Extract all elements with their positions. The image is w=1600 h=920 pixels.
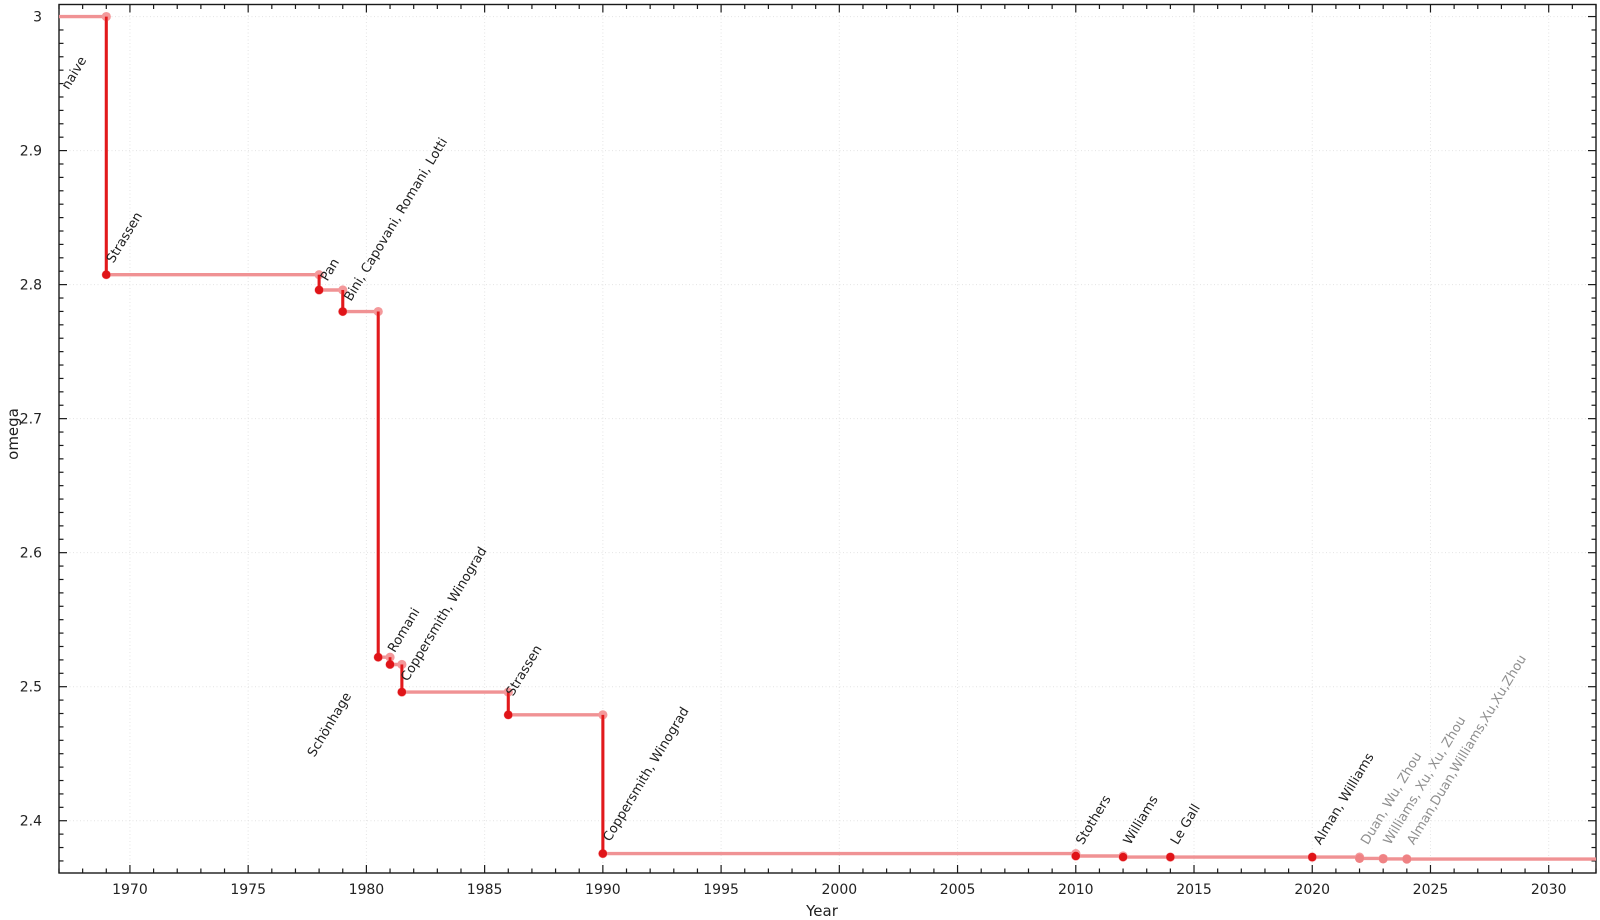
x-tick-label: 1980: [349, 882, 385, 898]
event-marker: [102, 270, 111, 279]
x-tick-label: 2025: [1413, 882, 1449, 898]
event-marker: [1378, 854, 1388, 864]
omega-step-series: [59, 11, 1596, 864]
x-tick-label: 1985: [467, 882, 503, 898]
event-label: Coppersmith, Winograd: [601, 705, 693, 844]
event-marker: [1308, 852, 1317, 862]
y-tick-label: 2.8: [20, 278, 42, 294]
event-marker: [314, 285, 324, 295]
event-marker: [1071, 851, 1080, 861]
event-marker: [1118, 852, 1128, 862]
step-line: [59, 14, 1596, 861]
y-tick-label: 3: [33, 10, 42, 26]
y-tick-label: 2.6: [20, 546, 42, 562]
x-tick-label: 1995: [703, 882, 739, 898]
x-tick-label: 1975: [230, 882, 266, 898]
x-tick-label: 2000: [822, 882, 858, 898]
event-label: Alman,Duan,Williams,Xu,Xu,Zhou: [1404, 653, 1529, 848]
event-marker: [385, 660, 395, 669]
x-tick-label: 2005: [940, 882, 976, 898]
event-label: Bini, Capovani, Romani, Lotti: [342, 136, 451, 305]
x-tick-label: 1970: [112, 882, 148, 898]
event-marker: [504, 710, 513, 720]
x-tick-label: 2010: [1058, 882, 1094, 898]
event-marker: [1402, 854, 1412, 864]
event-label: Strassen: [504, 643, 546, 699]
y-tick-label: 2.5: [20, 680, 42, 696]
y-tick-label: 2.4: [20, 814, 42, 830]
x-axis-title: Year: [805, 902, 839, 920]
x-tick-label: 2030: [1531, 882, 1567, 898]
x-tick-label: 1990: [585, 882, 621, 898]
axis-tick-labels: 1970 1975 1980 1985 1990 1995 2000 2005 2010 2015…: [20, 10, 1567, 898]
plot-frame: [58, 3, 1597, 874]
grid-lines: [59, 4, 1596, 873]
event-label: Pan: [318, 256, 343, 284]
event-marker: [338, 307, 347, 316]
x-tick-label: 2020: [1294, 882, 1330, 898]
y-tick-label: 2.7: [20, 412, 42, 428]
event-label: Stothers: [1073, 793, 1114, 848]
event-label: Strassen: [104, 210, 146, 266]
plot-border: [58, 3, 1597, 874]
event-label: Schönhage: [305, 690, 355, 760]
event-label: naive: [59, 54, 90, 92]
event-marker: [397, 687, 407, 697]
event-marker: [598, 849, 608, 858]
y-axis-title: omega: [4, 408, 22, 460]
event-marker: [1166, 852, 1175, 862]
event-marker: [374, 653, 383, 662]
event-label: Le Gall: [1168, 802, 1204, 848]
y-tick-label: 2.9: [20, 144, 42, 160]
x-tick-label: 2015: [1176, 882, 1212, 898]
event-marker: [1355, 854, 1364, 863]
axis-ticks: [58, 4, 1597, 873]
